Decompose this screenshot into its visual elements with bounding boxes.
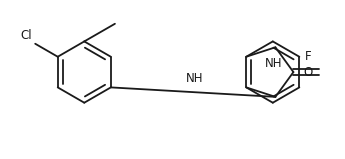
Text: Cl: Cl [20,29,31,42]
Text: O: O [304,66,313,79]
Text: NH: NH [186,72,204,85]
Text: NH: NH [265,57,282,70]
Text: F: F [305,50,312,63]
